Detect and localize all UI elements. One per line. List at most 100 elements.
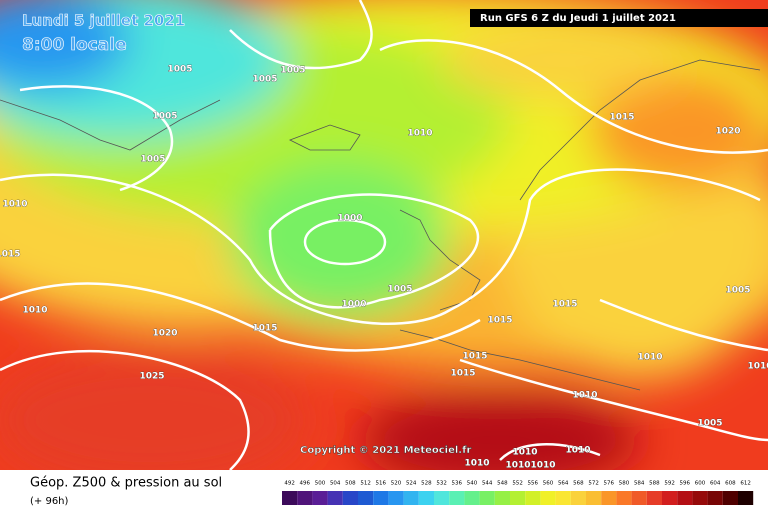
scale-label: 512: [360, 481, 371, 487]
scale-swatch: [722, 491, 738, 505]
scale-label: 564: [558, 481, 569, 487]
scale-label: 612: [740, 481, 751, 487]
scale-swatch: [555, 491, 571, 505]
isobar-label: 1005: [140, 155, 165, 165]
scale-label: 548: [497, 481, 508, 487]
scale-swatch: [631, 491, 647, 505]
scale-swatch: [418, 491, 434, 505]
isobar-label: 1015: [0, 250, 21, 260]
scale-swatch: [373, 491, 389, 505]
scale-swatch: [677, 491, 693, 505]
isobar-label: 1020: [152, 329, 177, 339]
isobar-label: 1005: [725, 286, 750, 296]
scale-label: 544: [482, 481, 493, 487]
scale-swatch: [616, 491, 632, 505]
isobar-label: 1005: [167, 65, 192, 75]
isobar-label: 1010: [530, 461, 555, 471]
scale-label: 588: [649, 481, 660, 487]
scale-swatch: [358, 491, 374, 505]
scale-swatch: [297, 491, 313, 505]
isobar-label: 1010: [407, 129, 432, 139]
scale-swatch: [540, 491, 556, 505]
scale-swatch: [388, 491, 404, 505]
scale-label: 492: [284, 481, 295, 487]
scale-swatch: [510, 491, 526, 505]
scale-label: 500: [315, 481, 326, 487]
isobar-label: 1025: [139, 372, 164, 382]
scale-label: 592: [664, 481, 675, 487]
scale-swatch: [570, 491, 586, 505]
scale-swatch: [312, 491, 328, 505]
scale-label: 576: [604, 481, 615, 487]
scale-label: 608: [725, 481, 736, 487]
coastlines: [0, 59, 761, 391]
isobar-label: 1010: [512, 448, 537, 458]
isobar-label: 1005: [152, 112, 177, 122]
scale-swatch: [494, 491, 510, 505]
scale-label: 584: [634, 481, 645, 487]
footer-title: Géop. Z500 & pression au sol: [30, 476, 222, 491]
isobars: [0, 0, 768, 470]
scale-label: 496: [300, 481, 311, 487]
copyright: Copyright © 2021 Meteociel.fr: [300, 445, 471, 456]
scale-label: 524: [406, 481, 417, 487]
run-info: Run GFS 6 Z du Jeudi 1 juillet 2021: [480, 13, 676, 24]
isobar-label: 1010: [637, 353, 662, 363]
scale-label: 520: [391, 481, 402, 487]
isobar-label: 1015: [450, 369, 475, 379]
scale-label: 560: [543, 481, 554, 487]
scale-swatch: [738, 491, 754, 505]
scale-swatch: [449, 491, 465, 505]
scale-swatch: [342, 491, 358, 505]
scale-swatch: [327, 491, 343, 505]
scale-swatch: [403, 491, 419, 505]
isobar-label: 1015: [252, 324, 277, 334]
scale-label: 600: [695, 481, 706, 487]
isobar-label: 1005: [387, 285, 412, 295]
isobar-label: 1010: [572, 391, 597, 401]
isobar-label: 1000: [337, 214, 362, 224]
scale-label: 596: [680, 481, 691, 487]
isobar-label: 1015: [609, 113, 634, 123]
footer-lead: (+ 96h): [30, 496, 69, 507]
isobar-label: 1015: [487, 316, 512, 326]
scale-swatch: [282, 491, 298, 505]
scale-label: 604: [710, 481, 721, 487]
scale-swatch: [692, 491, 708, 505]
isobar-label: 1020: [715, 127, 740, 137]
isobar-label: 1015: [552, 300, 577, 310]
scale-label: 532: [436, 481, 447, 487]
isobar-label: 1015: [462, 352, 487, 362]
scale-swatch: [525, 491, 541, 505]
scale-swatch: [464, 491, 480, 505]
isobar-label: 1005: [280, 66, 305, 76]
map: [0, 0, 768, 470]
scale-label: 528: [421, 481, 432, 487]
isobar-label: 1010: [464, 459, 489, 469]
scale-label: 556: [528, 481, 539, 487]
isobar-label: 1010: [565, 446, 590, 456]
scale-swatch: [662, 491, 678, 505]
scale-label: 536: [452, 481, 463, 487]
scale-swatch: [434, 491, 450, 505]
scale-label: 504: [330, 481, 341, 487]
isobar-label: 1000: [341, 300, 366, 310]
scale-swatch: [601, 491, 617, 505]
scale-swatch: [707, 491, 723, 505]
scale-label: 568: [573, 481, 584, 487]
isobar-label: 1005: [697, 419, 722, 429]
scale-label: 516: [376, 481, 387, 487]
scale-label: 508: [345, 481, 356, 487]
scale-swatch: [586, 491, 602, 505]
scale-label: 540: [467, 481, 478, 487]
scale-swatch: [646, 491, 662, 505]
scale-label: 552: [512, 481, 523, 487]
scale-label: 580: [619, 481, 630, 487]
valid-date: Lundi 5 juillet 2021: [22, 12, 185, 30]
isobar-label: 1005: [252, 75, 277, 85]
run-banner: [470, 9, 768, 27]
isobar-label: 1010: [22, 306, 47, 316]
isobar-label: 1010: [747, 362, 768, 372]
isobar-label: 1010: [505, 461, 530, 471]
